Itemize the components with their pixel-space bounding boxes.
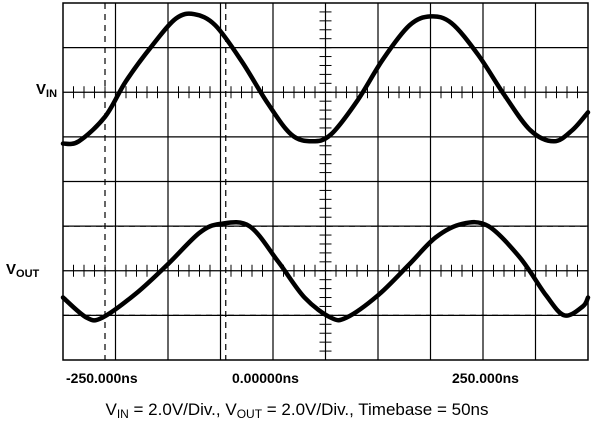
caption-out-scale: = 2.0V/Div., Timebase = 50ns [262, 400, 489, 419]
traces [60, 11, 591, 323]
caption: VIN = 2.0V/Div., VOUT = 2.0V/Div., Timeb… [0, 400, 594, 421]
x-tick-label: 250.000ns [452, 370, 519, 386]
caption-v-in: V [105, 400, 117, 419]
graticule [62, 2, 589, 361]
vout-channel-label: VOUT [6, 262, 39, 280]
vout-trace [60, 219, 591, 323]
vin-trace [60, 11, 591, 147]
caption-v-out: V [225, 400, 237, 419]
x-tick-label: 0.00000ns [232, 370, 299, 386]
x-tick-label: -250.000ns [66, 370, 138, 386]
caption-in-sub: IN [116, 407, 129, 421]
caption-out-sub: OUT [236, 407, 263, 421]
vout-label-main: V [6, 261, 17, 278]
vin-label-sub: IN [46, 88, 58, 100]
vin-channel-label: VIN [36, 82, 57, 100]
vin-label-main: V [36, 81, 47, 98]
vout-label-sub: OUT [16, 268, 40, 280]
caption-in-scale: = 2.0V/Div., [128, 400, 226, 419]
